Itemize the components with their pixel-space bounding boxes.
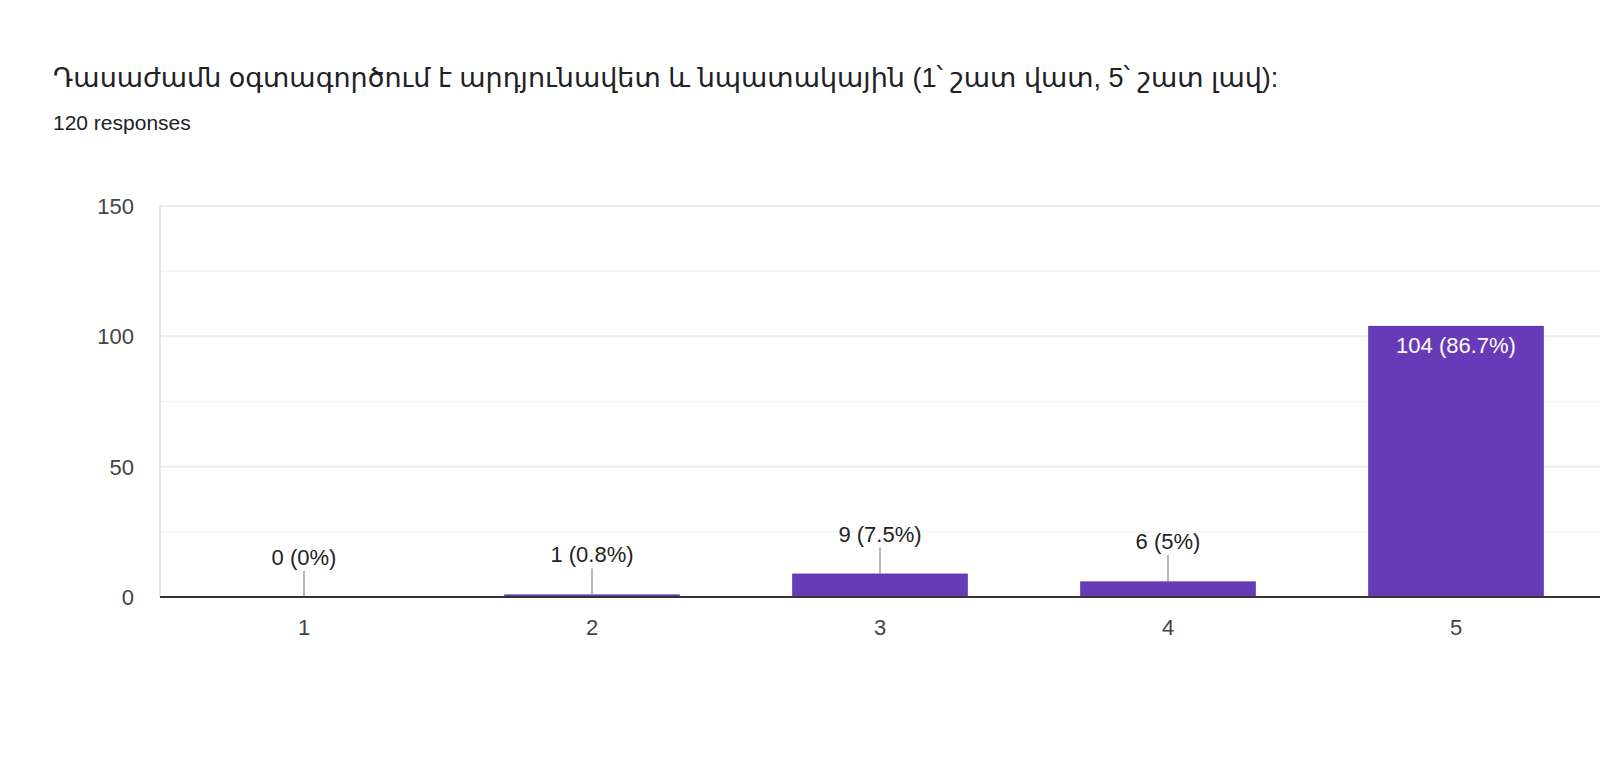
bar xyxy=(1080,581,1256,597)
data-labels: 0 (0%) 1 (0.8%) 9 (7.5%) 6 (5%) 104 (86.7%) xyxy=(272,333,1516,597)
y-tick-label: 150 xyxy=(97,194,134,219)
label-leader xyxy=(591,568,593,594)
minor-grid-line xyxy=(160,270,1600,272)
x-tick-label: 1 xyxy=(298,615,310,640)
x-tick-label: 4 xyxy=(1162,615,1174,640)
x-axis-line xyxy=(160,596,1600,598)
x-tick-label: 5 xyxy=(1450,615,1462,640)
data-label: 0 (0%) xyxy=(272,545,337,570)
data-label: 9 (7.5%) xyxy=(838,522,921,547)
data-label: 104 (86.7%) xyxy=(1396,333,1516,358)
label-leader xyxy=(1167,555,1169,581)
bars xyxy=(504,326,1544,597)
title: Դասաժամն օգտագործում է արդյունավետ և նպա… xyxy=(53,63,1278,93)
y-tick-label: 0 xyxy=(122,585,134,610)
y-axis-line xyxy=(159,206,161,597)
chart-container: Դասաժամն օգտագործում է արդյունավետ և նպա… xyxy=(0,0,1600,761)
grid-line xyxy=(160,596,1600,598)
bar xyxy=(792,574,968,597)
grid-line xyxy=(160,205,1600,207)
bar xyxy=(1368,326,1544,597)
data-label: 6 (5%) xyxy=(1136,529,1201,554)
chart: Դասաժամն օգտագործում է արդյունավետ և նպա… xyxy=(0,0,1600,761)
grid xyxy=(160,206,1600,597)
data-label: 1 (0.8%) xyxy=(550,542,633,567)
label-leader xyxy=(303,571,305,597)
y-tick-label: 100 xyxy=(97,324,134,349)
subtitle: 120 responses xyxy=(53,111,191,134)
x-tick-label: 2 xyxy=(586,615,598,640)
label-leader xyxy=(879,548,881,574)
x-tick-label: 3 xyxy=(874,615,886,640)
y-tick-label: 50 xyxy=(110,455,134,480)
